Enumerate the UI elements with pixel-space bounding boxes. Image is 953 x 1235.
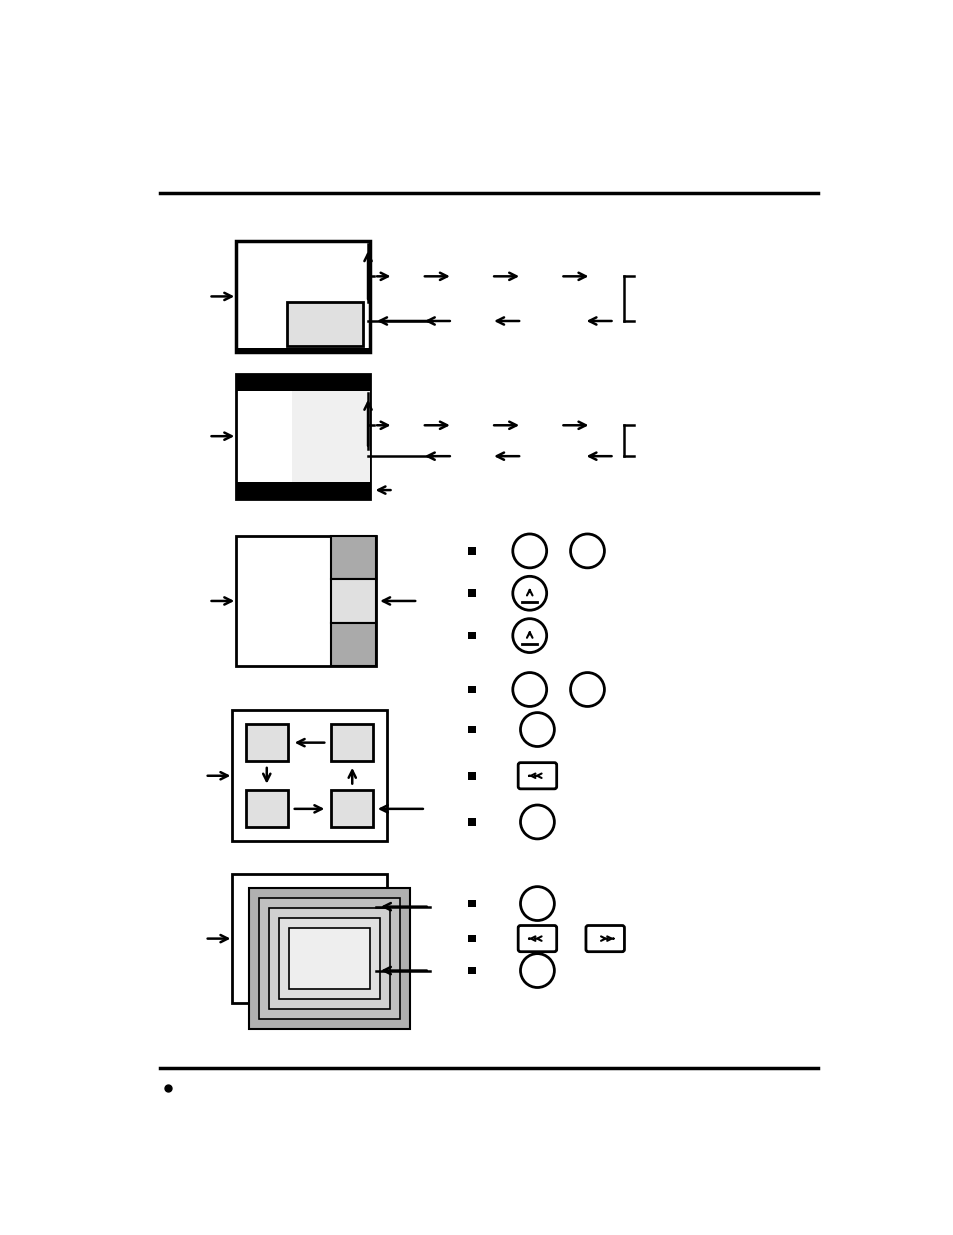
- Bar: [468, 685, 476, 693]
- Circle shape: [513, 673, 546, 706]
- FancyBboxPatch shape: [585, 925, 624, 952]
- Circle shape: [513, 577, 546, 610]
- FancyBboxPatch shape: [517, 763, 557, 789]
- Bar: [269, 908, 390, 1009]
- Bar: [289, 929, 370, 989]
- Bar: [468, 772, 476, 779]
- Bar: [331, 536, 375, 579]
- Circle shape: [570, 673, 604, 706]
- Bar: [232, 710, 387, 841]
- Bar: [235, 374, 370, 390]
- Bar: [468, 900, 476, 908]
- Bar: [245, 790, 288, 827]
- Bar: [468, 818, 476, 826]
- Circle shape: [570, 534, 604, 568]
- FancyBboxPatch shape: [517, 925, 557, 952]
- Bar: [331, 724, 373, 761]
- Circle shape: [520, 805, 554, 839]
- Circle shape: [520, 953, 554, 988]
- Bar: [468, 547, 476, 555]
- Bar: [245, 724, 288, 761]
- Bar: [232, 874, 387, 1003]
- Bar: [235, 482, 370, 499]
- Bar: [235, 374, 370, 499]
- Bar: [235, 536, 375, 667]
- Bar: [331, 622, 375, 667]
- Bar: [468, 967, 476, 974]
- Bar: [468, 589, 476, 597]
- Circle shape: [513, 534, 546, 568]
- Bar: [235, 241, 370, 352]
- Bar: [468, 726, 476, 734]
- Bar: [468, 632, 476, 640]
- Circle shape: [520, 713, 554, 746]
- Bar: [258, 898, 400, 1019]
- Bar: [292, 390, 370, 482]
- Bar: [331, 790, 373, 827]
- Circle shape: [520, 887, 554, 920]
- Bar: [249, 888, 410, 1029]
- Circle shape: [513, 619, 546, 652]
- Bar: [278, 918, 380, 999]
- Bar: [235, 347, 370, 352]
- Bar: [331, 579, 375, 622]
- Bar: [468, 935, 476, 942]
- Bar: [287, 303, 362, 346]
